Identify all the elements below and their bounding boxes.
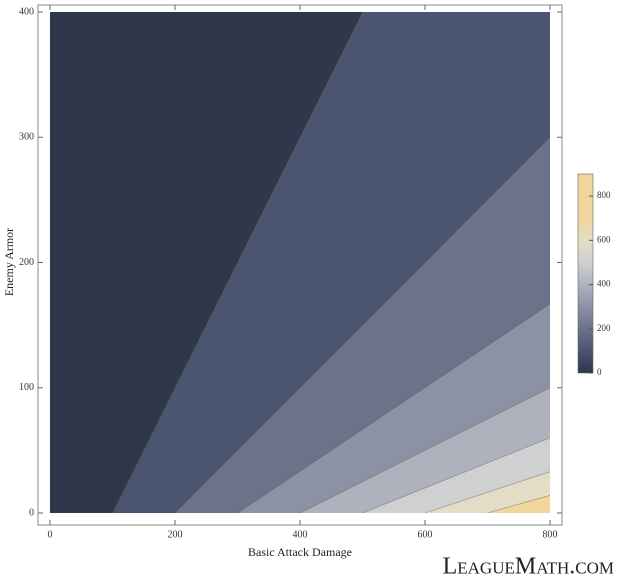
x-tick-label: 800: [543, 529, 558, 540]
y-tick-label: 0: [29, 507, 34, 518]
colorbar: [577, 173, 594, 374]
watermark: LeagueMath.com: [443, 554, 614, 580]
x-tick-label: 600: [418, 529, 433, 540]
x-tick-label: 0: [48, 529, 53, 540]
x-tick-label: 400: [293, 529, 308, 540]
x-axis-label: Basic Attack Damage: [248, 545, 352, 559]
colorbar-tick-label: 400: [597, 279, 611, 289]
colorbar-tick-label: 200: [597, 323, 611, 333]
contour-line: [487, 495, 551, 514]
contour-line: [424, 471, 551, 514]
y-tick-label: 200: [19, 257, 34, 268]
y-tick-label: 300: [19, 132, 34, 143]
contour-line: [299, 387, 551, 514]
colorbar-tick-label: 800: [597, 190, 611, 200]
x-tick-label: 200: [168, 529, 183, 540]
contour-line: [112, 11, 363, 514]
y-tick-label: 100: [19, 382, 34, 393]
contour-line: [237, 303, 551, 514]
contour-line: [174, 137, 551, 514]
y-tick-label: 400: [19, 6, 34, 17]
y-axis-label: Enemy Armor: [2, 228, 16, 296]
colorbar-tick-label: 0: [597, 367, 602, 377]
colorbar-tick-label: 600: [597, 234, 611, 244]
contour-line: [362, 437, 551, 514]
